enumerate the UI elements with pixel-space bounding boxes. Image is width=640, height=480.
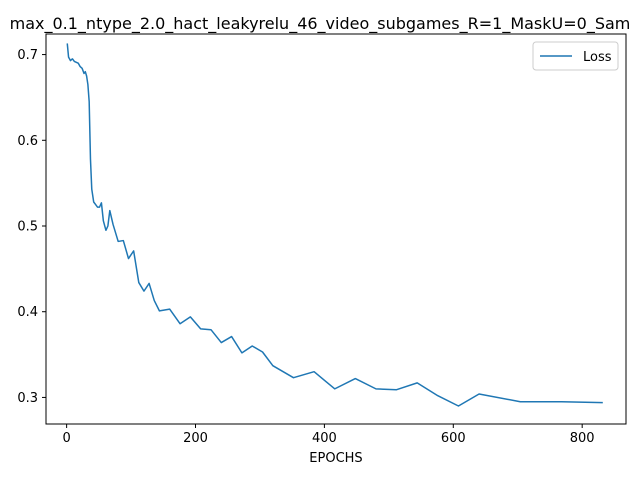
axes-frame xyxy=(45,33,627,425)
x-tick-label: 400 xyxy=(312,431,337,446)
series-line-loss xyxy=(66,43,603,407)
x-tick-label: 600 xyxy=(441,431,466,446)
x-tick-label: 200 xyxy=(183,431,208,446)
x-axis-label: EPOCHS xyxy=(309,451,362,466)
y-tick-label: 0.6 xyxy=(17,134,38,149)
y-tick-label: 0.4 xyxy=(17,305,38,320)
y-tick-label: 0.5 xyxy=(17,220,38,235)
legend: Loss xyxy=(532,41,619,71)
legend-label-loss: Loss xyxy=(583,50,612,65)
chart-title: max_0.1_ntype_2.0_hact_leakyrelu_46_vide… xyxy=(10,14,631,34)
x-tick-label: 0 xyxy=(62,431,70,446)
y-tick-label: 0.3 xyxy=(17,391,38,406)
x-tick-label: 800 xyxy=(570,431,595,446)
y-tick-label: 0.7 xyxy=(17,48,38,63)
legend-box xyxy=(532,41,619,71)
